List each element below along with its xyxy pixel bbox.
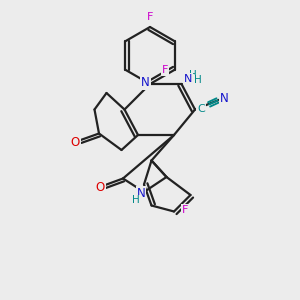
Text: N: N (220, 92, 229, 106)
Text: H: H (189, 70, 197, 80)
Text: O: O (96, 181, 105, 194)
Text: H: H (194, 75, 202, 85)
Text: F: F (182, 205, 189, 215)
Text: F: F (162, 65, 168, 75)
Text: C: C (197, 104, 205, 115)
Text: N: N (184, 74, 192, 84)
Text: N: N (136, 187, 146, 200)
Text: N: N (141, 76, 150, 89)
Text: O: O (70, 136, 80, 149)
Text: F: F (147, 12, 153, 22)
Text: H: H (132, 195, 140, 206)
